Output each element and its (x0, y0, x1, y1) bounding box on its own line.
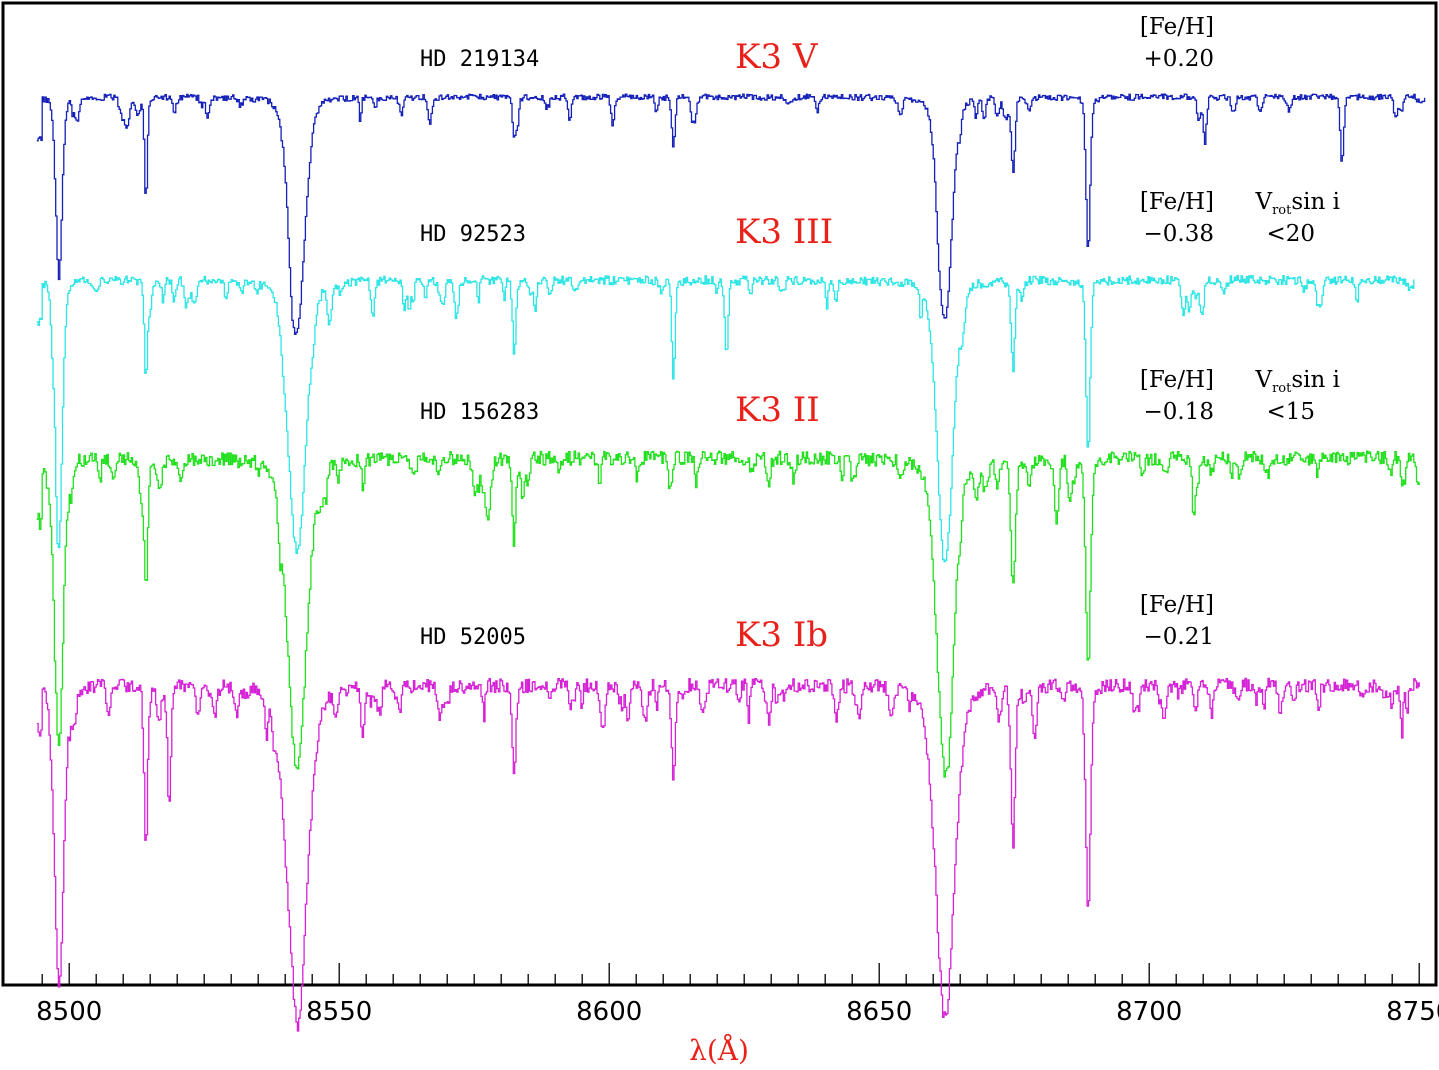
x-tick-label: 8600 (576, 997, 642, 1027)
spectral-type-4: K3 Ib (735, 615, 828, 655)
annotations-group: HD 219134 K3 V [Fe/H] +0.20 HD 92523 K3 III [F… (420, 14, 1340, 655)
param-label-2-1: [Fe/H] (1140, 189, 1214, 215)
spectrum-line-1 (36, 93, 1426, 336)
x-tick-label: 8500 (36, 997, 102, 1027)
param-label-3-2: Vrotsin i (1254, 367, 1340, 396)
x-tick-label: 8750 (1386, 997, 1439, 1027)
param-label-3-1: [Fe/H] (1140, 367, 1214, 393)
x-axis-label: λ(Å) (689, 1034, 749, 1067)
star-name-2: HD 92523 (420, 222, 526, 247)
spectrum-line-2 (36, 275, 1415, 563)
spectral-type-2: K3 III (735, 212, 833, 252)
spectrum-line-4 (36, 677, 1420, 1032)
x-tick-label: 8700 (1116, 997, 1182, 1027)
x-tick-label: 8650 (846, 997, 912, 1027)
param-label-4-1: [Fe/H] (1140, 592, 1214, 618)
star-name-4: HD 52005 (420, 625, 526, 650)
x-tick-label: 8550 (306, 997, 372, 1027)
x-axis: 8500 8550 8600 8650 8700 8750 (36, 963, 1439, 1027)
spectrum-line-3 (36, 450, 1420, 778)
spectra-group (36, 93, 1426, 1032)
spectral-type-3: K3 II (735, 390, 820, 430)
param-label-2-2: Vrotsin i (1254, 189, 1340, 218)
spectral-type-1: K3 V (735, 37, 819, 77)
star-name-1: HD 219134 (420, 47, 539, 72)
param-value-3-2: <15 (1266, 399, 1315, 425)
plot-frame (1, 1, 1438, 987)
param-value-1-1: +0.20 (1144, 46, 1214, 72)
param-value-2-2: <20 (1266, 221, 1315, 247)
star-name-3: HD 156283 (420, 400, 539, 425)
param-value-4-1: −0.21 (1144, 624, 1214, 650)
param-label-1-1: [Fe/H] (1140, 14, 1214, 40)
param-value-3-1: −0.18 (1144, 399, 1214, 425)
param-value-2-1: −0.38 (1144, 221, 1214, 247)
